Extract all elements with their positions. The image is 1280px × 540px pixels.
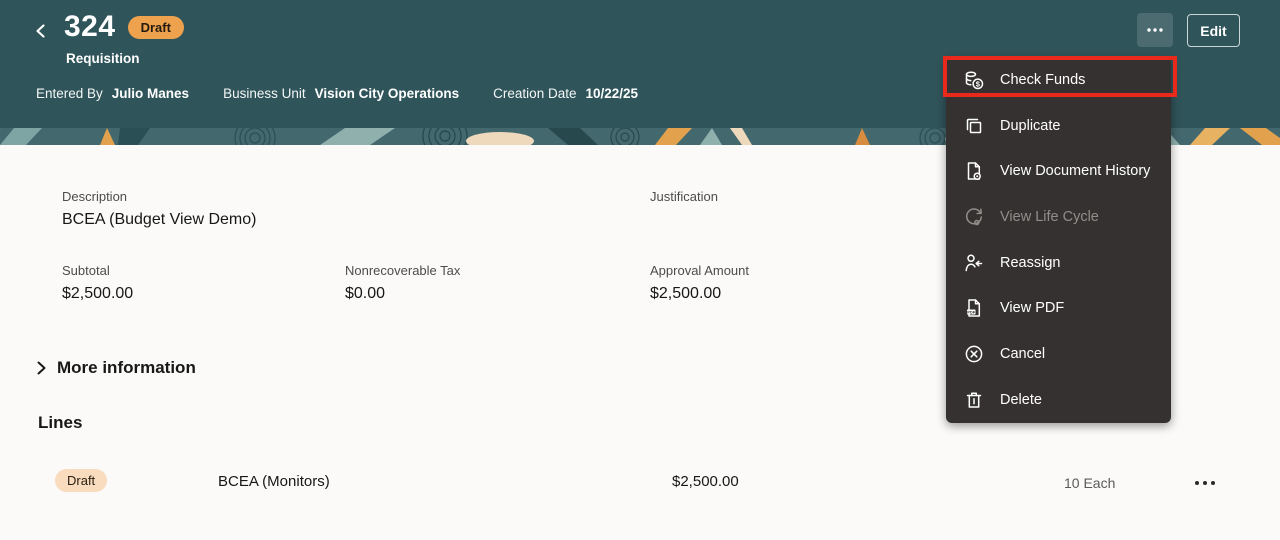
justification-label: Justification: [650, 189, 718, 204]
menu-item-label: Reassign: [1000, 254, 1061, 271]
line-item-row[interactable]: Draft BCEA (Monitors) $2,500.00 10 Each: [0, 460, 1280, 510]
approval-amount-value: $2,500.00: [650, 285, 722, 302]
back-button[interactable]: [28, 18, 54, 44]
meta-creation-date: Creation Date 10/22/25: [493, 86, 638, 101]
duplicate-icon: [966, 118, 982, 133]
line-description: BCEA (Monitors): [218, 473, 330, 490]
menu-item-duplicate[interactable]: Duplicate: [946, 103, 1171, 149]
svg-text:$: $: [976, 79, 981, 88]
menu-item-label: Check Funds: [1000, 71, 1086, 88]
line-status-badge: Draft: [55, 469, 108, 492]
menu-item-cancel[interactable]: Cancel: [946, 331, 1171, 377]
actions-dropdown-menu: $ Check Funds Duplicate View Document Hi…: [943, 56, 1177, 423]
pdf-document-icon: PDF: [967, 299, 981, 318]
more-actions-button[interactable]: [1137, 13, 1173, 47]
menu-item-label: Cancel: [1000, 345, 1046, 362]
menu-item-label: View Life Cycle: [1000, 208, 1099, 225]
life-cycle-icon: [965, 208, 983, 226]
description-label: Description: [62, 189, 128, 204]
meta-value: 10/22/25: [585, 86, 639, 101]
meta-business-unit: Business Unit Vision City Operations: [223, 86, 459, 101]
meta-label: Entered By: [36, 86, 103, 101]
tax-value: $0.00: [345, 285, 386, 302]
lines-section-title: Lines: [38, 413, 83, 432]
chevron-left-icon: [36, 24, 45, 38]
menu-item-check-funds[interactable]: $ Check Funds: [943, 56, 1177, 103]
menu-item-view-document-history[interactable]: View Document History: [946, 148, 1171, 194]
description-value: BCEA (Budget View Demo): [62, 211, 257, 228]
reassign-person-icon: [965, 254, 983, 271]
meta-value: Vision City Operations: [314, 86, 460, 101]
cancel-circle-icon: [965, 345, 983, 363]
more-information-label: More information: [57, 358, 196, 377]
meta-label: Business Unit: [223, 86, 306, 101]
menu-item-label: View Document History: [1000, 163, 1151, 180]
edit-button[interactable]: Edit: [1187, 14, 1240, 47]
more-information-toggle[interactable]: More information: [36, 358, 196, 378]
line-amount: $2,500.00: [672, 473, 739, 490]
header-meta: Entered By Julio Manes Business Unit Vis…: [36, 86, 638, 101]
ellipsis-icon: [1147, 28, 1163, 32]
menu-item-label: Delete: [1000, 391, 1042, 408]
ellipsis-icon: [1195, 481, 1215, 485]
status-badge: Draft: [127, 15, 184, 39]
page-subtitle: Requisition: [66, 51, 140, 66]
menu-item-delete[interactable]: Delete: [946, 377, 1171, 423]
subtotal-label: Subtotal: [62, 263, 110, 278]
meta-entered-by: Entered By Julio Manes: [36, 86, 189, 101]
trash-icon: [966, 392, 982, 408]
chevron-right-icon: [37, 361, 46, 375]
meta-label: Creation Date: [493, 86, 577, 101]
tax-label: Nonrecoverable Tax: [345, 263, 461, 278]
approval-amount-label: Approval Amount: [650, 263, 750, 278]
page-title: 324: [64, 10, 116, 43]
line-quantity: 10 Each: [1064, 475, 1116, 491]
line-actions-button[interactable]: [1188, 468, 1222, 498]
menu-item-label: View PDF: [1000, 300, 1065, 317]
menu-item-reassign[interactable]: Reassign: [946, 240, 1171, 286]
menu-item-label: Duplicate: [1000, 117, 1061, 134]
menu-item-view-life-cycle: View Life Cycle: [946, 194, 1171, 240]
coins-icon: $: [965, 71, 984, 90]
document-history-icon: [967, 162, 981, 181]
menu-item-view-pdf[interactable]: PDF View PDF: [946, 285, 1171, 331]
meta-value: Julio Manes: [111, 86, 190, 101]
svg-text:PDF: PDF: [967, 310, 976, 315]
subtotal-value: $2,500.00: [62, 285, 134, 302]
